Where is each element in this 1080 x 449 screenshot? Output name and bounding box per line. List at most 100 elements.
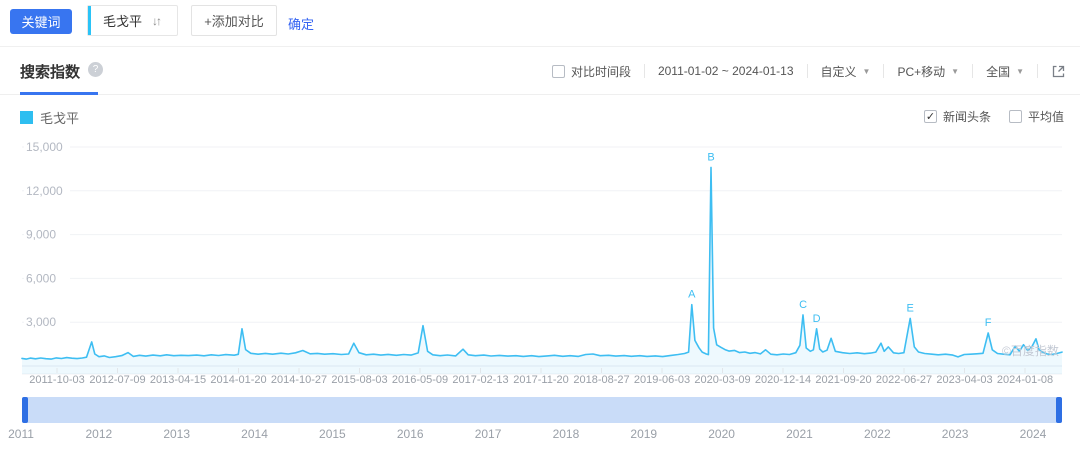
device-value: PC+移动 — [897, 64, 946, 79]
panel-header: 搜索指数 ? 对比时间段 2011-01-02 ~ 2024-01-13 自定义… — [0, 47, 1080, 95]
divider — [643, 64, 645, 78]
chevron-down-icon: ▼ — [951, 66, 960, 76]
x-axis-label: 2014-01-20 — [210, 374, 266, 386]
timeline-year-label: 2011 — [8, 427, 34, 441]
x-axis-label: 2017-11-20 — [513, 374, 568, 386]
x-axis-label: 2014-10-27 — [271, 374, 327, 386]
timeline-year-label: 2024 — [1019, 427, 1047, 441]
divider — [883, 64, 885, 78]
peak-annotation: A — [688, 289, 696, 301]
compare-period-toggle[interactable]: 对比时间段 — [551, 63, 631, 80]
external-link-icon — [1052, 65, 1065, 77]
legend-toggles: ✓ 新闻头条 平均值 — [923, 108, 1064, 125]
help-icon[interactable]: ? — [88, 62, 103, 77]
sort-icon[interactable]: ↓↑ — [152, 13, 162, 28]
divider — [1037, 64, 1038, 78]
keyword-button[interactable]: 关键词 — [10, 9, 72, 34]
peak-annotation: D — [813, 313, 821, 325]
x-axis-label: 2013-04-15 — [150, 374, 206, 386]
y-axis-label-bg — [24, 314, 70, 331]
x-axis-label: 2019-06-03 — [634, 374, 690, 386]
timeline-year-label: 2019 — [630, 427, 658, 441]
y-axis-label: 6,000 — [26, 271, 56, 285]
slider-right-handle[interactable] — [1056, 397, 1062, 423]
range-mode-value: 自定义 — [820, 64, 857, 79]
y-axis-label: 9,000 — [26, 228, 56, 242]
x-axis-label: 2018-08-27 — [573, 374, 629, 386]
y-axis-label: 12,000 — [26, 184, 63, 198]
y-axis-label-bg — [24, 182, 70, 199]
x-axis-label: 2016-05-09 — [392, 374, 448, 386]
watermark: ©百度指数 — [1002, 343, 1059, 358]
timeline-year-label: 2018 — [552, 427, 580, 441]
divider — [806, 64, 808, 78]
average-checkbox[interactable] — [1008, 110, 1022, 123]
chevron-down-icon: ▼ — [1016, 66, 1024, 76]
slider-left-handle[interactable] — [22, 397, 28, 423]
device-dropdown[interactable]: PC+移动 ▼ — [897, 63, 959, 80]
keyword-accent-bar — [88, 6, 91, 35]
y-axis-label-bg — [24, 270, 70, 287]
timeline-year-label: 2020 — [708, 427, 735, 441]
timeline-year-label: 2022 — [863, 427, 891, 441]
average-label: 平均值 — [1027, 110, 1064, 124]
timeline-year-labels: 2011 2012 2013 2014 2015 2016 2017 2018 2019 2020… — [0, 427, 1080, 445]
news-headlines-checkbox[interactable]: ✓ — [923, 110, 937, 123]
x-axis-label: 2020-03-09 — [694, 374, 750, 386]
trend-chart-svg[interactable]: 3,000 6,000 9,000 12,000 15,000 2011-10-03 201… — [0, 130, 1080, 392]
x-axis-label: 2017-02-13 — [452, 374, 508, 386]
x-axis-label: 2022-06-27 — [876, 374, 932, 386]
x-axis-label: 2023-04-03 — [936, 374, 992, 386]
timeline-slider-track[interactable] — [22, 397, 1062, 423]
compare-period-checkbox[interactable] — [551, 64, 565, 78]
timeline-year-label: 2023 — [941, 427, 969, 441]
average-toggle[interactable]: 平均值 — [1008, 108, 1064, 125]
peak-annotation: F — [985, 317, 992, 329]
trend-line — [21, 166, 1063, 360]
timeline-year-label: 2021 — [786, 427, 813, 441]
divider — [972, 64, 974, 78]
add-compare-button[interactable]: +添加对比 — [191, 5, 277, 36]
date-range-text: 2011-01-02 ~ 2024-01-13 — [657, 64, 794, 78]
region-value: 全国 — [986, 64, 1011, 79]
series-swatch — [20, 111, 33, 124]
keyword-text: 毛戈平 — [103, 14, 143, 29]
peak-annotation: B — [707, 151, 714, 163]
y-axis-label-bg — [24, 139, 70, 155]
y-axis-label-bg — [24, 226, 70, 243]
peak-annotation: E — [906, 302, 913, 314]
series-legend[interactable]: 毛戈平 — [20, 108, 79, 127]
date-range[interactable]: 2011-01-02 ~ 2024-01-13 — [658, 64, 794, 78]
series-name: 毛戈平 — [40, 111, 80, 126]
timeline-year-label: 2017 — [474, 427, 502, 441]
timeline-year-label: 2016 — [396, 427, 424, 441]
timeline-year-label: 2015 — [319, 427, 346, 441]
x-axis-label: 2012-07-09 — [89, 374, 145, 386]
confirm-link[interactable]: 确定 — [288, 17, 315, 32]
active-tab-underline — [20, 92, 98, 95]
peak-annotation: C — [799, 299, 807, 311]
timeline-year-label: 2013 — [163, 427, 191, 441]
compare-period-label: 对比时间段 — [570, 64, 631, 79]
legend-row: 毛戈平 ✓ 新闻头条 平均值 — [0, 95, 1080, 131]
x-axis-label: 2024-01-08 — [997, 374, 1053, 386]
range-mode-dropdown[interactable]: 自定义 ▼ — [821, 63, 871, 80]
share-button[interactable] — [1051, 64, 1066, 79]
x-axis-label: 2021-09-20 — [815, 374, 871, 386]
chart-controls: 对比时间段 2011-01-02 ~ 2024-01-13 自定义 ▼ PC+移… — [551, 47, 1066, 95]
keyword-chip[interactable]: 毛戈平 ↓↑ — [87, 5, 178, 36]
region-dropdown[interactable]: 全国 ▼ — [986, 63, 1024, 80]
timeline-year-label: 2012 — [85, 427, 113, 441]
x-axis-label: 2015-08-03 — [331, 374, 387, 386]
y-axis-label: 15,000 — [26, 140, 63, 154]
trend-chart[interactable]: 3,000 6,000 9,000 12,000 15,000 2011-10-03 201… — [0, 130, 1080, 392]
timeline-year-label: 2014 — [241, 427, 268, 441]
chevron-down-icon: ▼ — [862, 66, 871, 76]
y-axis-label: 3,000 — [26, 315, 56, 329]
news-headlines-toggle[interactable]: ✓ 新闻头条 — [923, 108, 991, 125]
x-axis-label: 2011-10-03 — [29, 374, 84, 386]
x-axis-label: 2020-12-14 — [755, 374, 811, 386]
keyword-toolbar: 关键词 毛戈平 ↓↑ +添加对比 确定 — [0, 0, 1080, 47]
news-headlines-label: 新闻头条 — [942, 110, 991, 124]
